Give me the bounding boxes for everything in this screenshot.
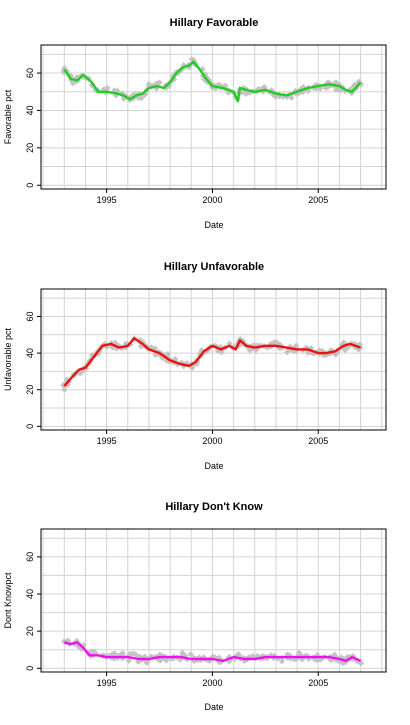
chart-3-plot-frame — [40, 528, 387, 673]
chart-1-x-tick-label: 1995 — [97, 195, 117, 205]
chart-2-plot-frame — [40, 288, 387, 431]
chart-3-point — [278, 658, 286, 665]
chart-2-x-tick-label: 1995 — [97, 436, 117, 446]
chart-2-smooth-line — [63, 337, 361, 387]
chart-3-y-tick-label: 40 — [25, 589, 35, 599]
chart-3-y-tick-label: 20 — [25, 626, 35, 636]
chart-2-x-tick-label: 2005 — [308, 436, 328, 446]
chart-1-y-label: Favorable pct — [3, 89, 13, 144]
chart-2-point — [292, 342, 300, 349]
chart-1-x-tick-label: 2000 — [202, 195, 222, 205]
chart-3-y-tick-label: 0 — [25, 666, 35, 671]
chart-2-y-label: Unfavorable pct — [3, 327, 13, 391]
chart-2-y-tick-label: 40 — [25, 348, 35, 358]
chart-1-plot-frame — [40, 44, 387, 190]
chart-2-point — [340, 339, 347, 346]
chart-1-title: Hillary Favorable — [170, 17, 259, 29]
chart-3-x-tick-label: 2000 — [202, 678, 222, 688]
chart-1-smooth-line — [63, 60, 362, 103]
chart-2-point — [273, 339, 280, 346]
chart-3-x-label: Date — [204, 702, 223, 712]
chart-1-point — [69, 80, 76, 87]
chart-2-y-tick-label: 0 — [25, 424, 35, 429]
chart-1-y-tick-label: 0 — [25, 183, 35, 188]
chart-1-y-tick-label: 60 — [25, 68, 35, 78]
chart-3-smooth-line — [63, 641, 362, 663]
chart-2-x-tick-label: 2000 — [202, 436, 222, 446]
chart-3-x-tick-label: 2005 — [308, 678, 328, 688]
chart-3-title: Hillary Don't Know — [165, 501, 263, 513]
chart-1-x-label: Date — [204, 220, 223, 230]
chart-2-x-label: Date — [204, 461, 223, 471]
chart-3-x-tick-label: 1995 — [97, 678, 117, 688]
chart-1-x-tick-label: 2005 — [308, 195, 328, 205]
chart-1-y-tick-label: 40 — [25, 105, 35, 115]
chart-2-y-tick-label: 60 — [25, 311, 35, 321]
chart-1-point — [242, 90, 250, 97]
chart-1-point — [138, 95, 145, 102]
chart-2-point — [332, 351, 339, 358]
chart-3-y-tick-label: 60 — [25, 552, 35, 562]
chart-2-point — [283, 349, 291, 356]
chart-2-title: Hillary Unfavorable — [164, 261, 264, 273]
chart-2-y-tick-label: 20 — [25, 385, 35, 395]
chart-1-y-tick-label: 20 — [25, 143, 35, 153]
chart-3-y-label: Dont Knowpct — [3, 572, 13, 629]
chart-3-point — [126, 650, 133, 658]
